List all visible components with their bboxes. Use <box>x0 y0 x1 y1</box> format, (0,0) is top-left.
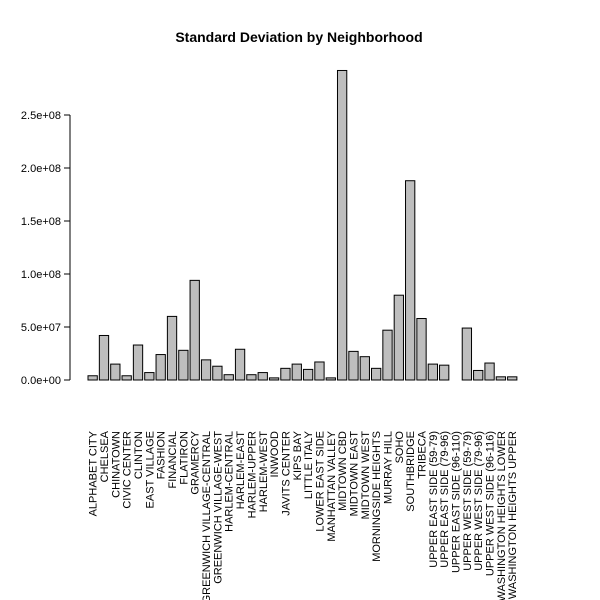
x-tick-label: FLATIRON <box>178 431 190 485</box>
bar <box>484 362 495 381</box>
bar <box>155 354 166 381</box>
bar <box>110 363 121 381</box>
bar <box>359 356 370 381</box>
x-tick-label: MIDTOWN EAST <box>348 431 360 517</box>
x-tick-label: INWOOD <box>269 431 281 477</box>
y-tick-label: 1.5e+08 <box>21 216 61 228</box>
bar <box>121 375 132 381</box>
bar <box>461 327 473 381</box>
x-tick-label: UPPER EAST SIDE (79-96) <box>439 431 451 568</box>
bar <box>302 368 314 381</box>
y-tick-label: 2.0e+08 <box>21 163 61 175</box>
bar <box>268 377 280 381</box>
x-tick-label: HARLEM-UPPER <box>246 431 258 518</box>
x-tick-labels: ALPHABET CITY CHELSEA CHINATOWN CIVIC CENTE… <box>88 430 520 600</box>
bar <box>393 294 404 381</box>
x-tick-label: WASHINGTON HEIGHTS LOWER <box>496 431 508 600</box>
bar <box>280 367 291 381</box>
x-tick-label: ALPHABET CITY <box>88 430 100 516</box>
bar <box>212 365 223 381</box>
x-tick-label: HARLEM-CENTRAL <box>224 431 236 532</box>
x-tick-label: MORNINGSIDE HEIGHTS <box>371 431 383 562</box>
chart-title: Standard Deviation by Neighborhood <box>175 29 422 45</box>
bar <box>144 372 155 381</box>
x-tick-label: GRAMERCY <box>190 430 202 494</box>
bar <box>87 375 98 381</box>
x-tick-label: MURRAY HILL <box>382 431 394 504</box>
y-tick-label: 2.5e+08 <box>21 110 61 122</box>
x-tick-label: GREENWICH VILLAGE-WEST <box>212 431 224 584</box>
bar <box>348 350 359 381</box>
x-tick-label: MIDTOWN WEST <box>360 431 372 520</box>
y-tick-label: 1.0e+08 <box>21 269 61 281</box>
x-tick-label: SOHO <box>394 431 406 464</box>
x-tick-label: LOWER EAST SIDE <box>314 431 326 532</box>
bar <box>382 329 393 381</box>
bar <box>314 361 325 381</box>
x-tick-label: JAVITS CENTER <box>280 431 292 516</box>
bar <box>234 348 246 381</box>
x-tick-label: UPPER WEST SIDE (96-116) <box>485 431 497 576</box>
x-tick-label: SOUTHBRIDGE <box>405 431 417 512</box>
x-tick-label: GREENWICH VILLAGE-CENTRAL <box>201 431 213 600</box>
x-tick-label: EAST VILLAGE <box>144 431 156 508</box>
x-tick-label: UPPER EAST SIDE (59-79) <box>428 431 440 568</box>
bar <box>166 315 178 381</box>
bar <box>325 377 336 381</box>
bar <box>416 318 427 381</box>
x-tick-label: FASHION <box>156 431 168 479</box>
bar <box>200 359 212 381</box>
bar <box>473 369 484 381</box>
bar <box>132 344 144 381</box>
x-tick-label: KIPS BAY <box>292 430 304 480</box>
x-tick-label: HARLEM-WEST <box>258 431 270 513</box>
bar <box>98 334 110 381</box>
y-tick-label: 5.0e+07 <box>21 322 61 334</box>
y-tick-label: 0.0e+00 <box>21 375 61 387</box>
x-tick-label: CLINTON <box>133 431 145 479</box>
x-tick-label: UPPER EAST SIDE (96-110) <box>451 431 463 573</box>
y-axis: 0.0e+00 5.0e+07 1.0e+08 1.5e+08 2.0e+08 2.5e+… <box>21 110 71 387</box>
bar <box>178 349 189 381</box>
x-tick-label: MANHATTAN VALLEY <box>326 430 338 541</box>
bar <box>439 364 450 381</box>
x-tick-label: WASHINGTON HEIGHTS UPPER <box>507 431 519 599</box>
x-tick-label: TRIBECA <box>417 430 429 478</box>
bar <box>257 372 268 381</box>
x-tick-label: MIDTOWN CBD <box>337 431 349 511</box>
bar <box>495 376 507 381</box>
x-tick-label: FINANCIAL <box>167 431 179 488</box>
x-tick-label: CHINATOWN <box>110 431 122 498</box>
bar <box>246 374 257 381</box>
x-tick-label: UPPER WEST SIDE (59-79) <box>462 431 474 571</box>
bar <box>427 363 439 381</box>
x-tick-label: HARLEM-EAST <box>235 431 247 510</box>
x-tick-label: UPPER WEST SIDE (79-96) <box>473 431 485 571</box>
x-tick-label: CIVIC CENTER <box>122 431 134 509</box>
bar <box>291 363 302 381</box>
x-tick-label: CHELSEA <box>99 430 111 482</box>
x-tick-label: LITTLE ITALY <box>303 430 315 499</box>
bar <box>405 180 416 381</box>
bar <box>507 376 518 381</box>
bar <box>223 374 234 381</box>
bar <box>336 69 348 381</box>
bar <box>189 279 200 381</box>
bars-group <box>87 69 518 381</box>
bar <box>371 367 382 381</box>
